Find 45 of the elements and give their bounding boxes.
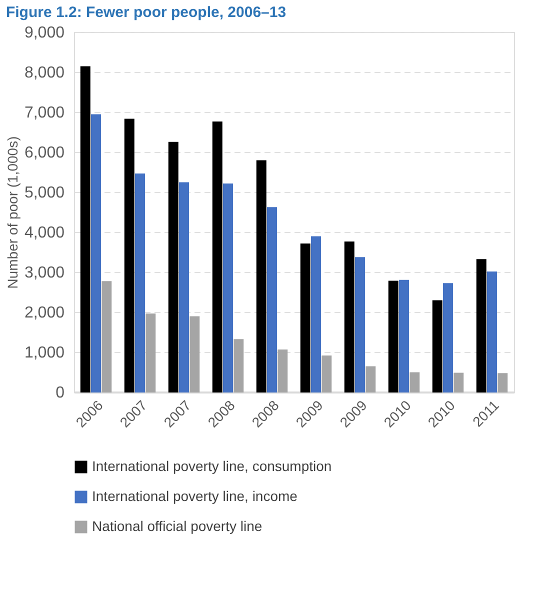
bar (223, 184, 233, 392)
bar (443, 283, 453, 392)
bar (80, 66, 90, 392)
bar (432, 300, 442, 392)
bar (410, 372, 420, 392)
y-tick-label: 8,000 (24, 64, 65, 82)
legend-label: International poverty line, consumption (92, 458, 332, 474)
y-tick-label: 1,000 (24, 344, 65, 362)
y-tick-label: 9,000 (24, 24, 65, 42)
chart-title: Figure 1.2: Fewer poor people, 2006–13 (6, 4, 286, 21)
bar (212, 122, 222, 392)
bar (498, 373, 508, 392)
bar (322, 356, 332, 392)
legend-label: National official poverty line (92, 518, 262, 534)
bar (234, 339, 244, 392)
bar (135, 174, 145, 392)
bar (190, 316, 200, 392)
bar (124, 118, 134, 392)
bar (267, 207, 277, 392)
y-tick-label: 7,000 (24, 104, 65, 122)
bar (179, 182, 189, 392)
bar (366, 366, 376, 392)
bar (146, 314, 156, 392)
bar (278, 350, 288, 392)
y-tick-label: 5,000 (24, 184, 65, 202)
legend-label: International poverty line, income (92, 488, 298, 504)
y-tick-label: 4,000 (24, 224, 65, 242)
bar (300, 244, 310, 392)
bar (256, 160, 266, 392)
bar (487, 272, 497, 392)
bar (168, 142, 178, 392)
bar (311, 236, 321, 392)
y-tick-label: 0 (56, 384, 65, 402)
y-tick-label: 2,000 (24, 304, 65, 322)
y-tick-label: 3,000 (24, 264, 65, 282)
bar (388, 280, 398, 392)
bar (399, 280, 409, 392)
bar (355, 257, 365, 392)
bar (102, 281, 112, 392)
bar (91, 114, 101, 392)
bar (476, 259, 486, 392)
y-tick-label: 6,000 (24, 144, 65, 162)
bar (344, 242, 354, 392)
bar (454, 372, 464, 392)
y-axis-title: Number of poor (1,000s) (4, 136, 20, 289)
